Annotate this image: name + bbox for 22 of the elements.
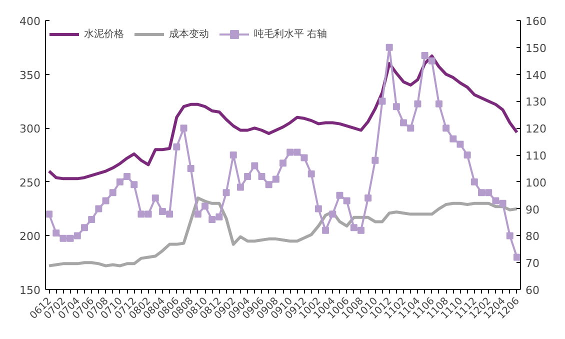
- y2-tick-label: 130: [526, 96, 546, 109]
- line-series: [48, 54, 518, 180]
- y2-tick-label: 80: [526, 230, 540, 244]
- y2-tick-label: 110: [526, 150, 546, 162]
- y2-tick-label: 90: [526, 203, 540, 216]
- y2-tick-label: 150: [526, 42, 546, 55]
- y2-tick-label: 160: [526, 15, 546, 28]
- legend-label: 吨毛利水平 右轴: [254, 28, 328, 41]
- legend-label: 成本变动: [169, 28, 209, 41]
- y2-tick-label: 120: [526, 122, 546, 136]
- legend-label: 水泥价格: [84, 28, 124, 41]
- y2-tick-label: 100: [526, 176, 546, 190]
- y-tick-label: 400: [20, 15, 41, 28]
- y-tick-label: 200: [20, 230, 41, 244]
- y2-tick-label: 70: [526, 257, 540, 270]
- y2-tick-label: 140: [526, 68, 546, 82]
- line-series: [48, 196, 518, 268]
- y-tick-label: 350: [20, 68, 41, 82]
- y-tick-label: 150: [20, 284, 41, 297]
- y-tick-label: 250: [20, 176, 41, 190]
- y-tick-label: 300: [20, 122, 41, 136]
- y2-tick-label: 60: [526, 284, 540, 297]
